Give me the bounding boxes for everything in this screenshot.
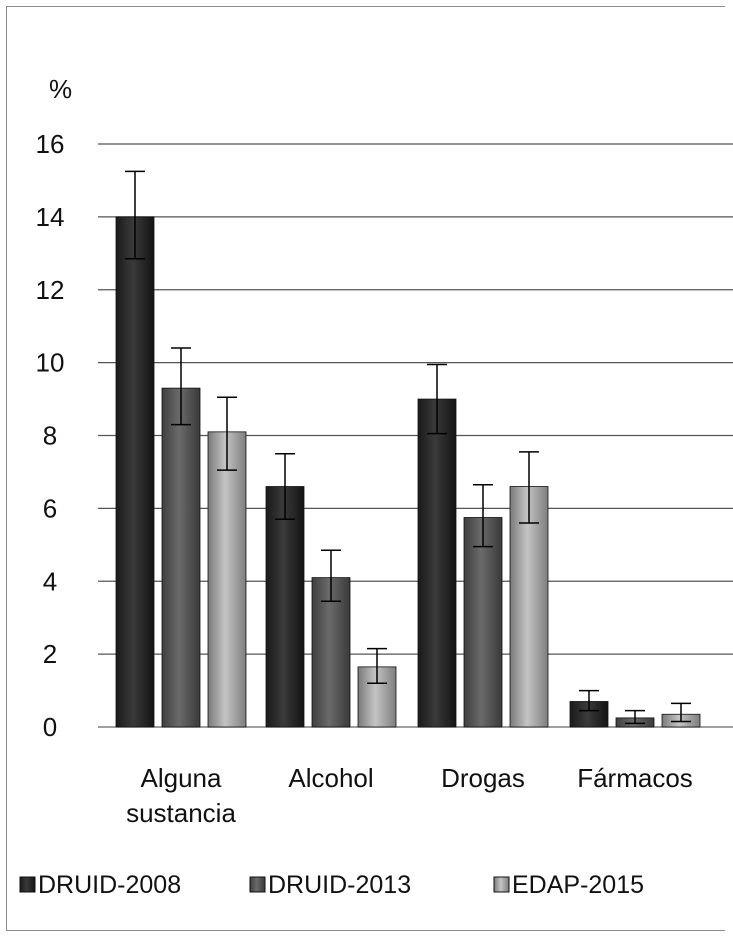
bar: [463, 517, 503, 728]
category-label: Drogas: [441, 763, 525, 793]
y-axis-label: %: [49, 74, 72, 104]
category-label: Alcohol: [288, 763, 373, 793]
bar: [207, 431, 247, 728]
bar: [417, 398, 457, 728]
bar: [509, 486, 549, 728]
bar: [115, 216, 155, 728]
chart-frame: [6, 6, 725, 931]
legend-swatch: [493, 876, 510, 893]
bar: [161, 387, 201, 728]
y-tick-label: 4: [43, 566, 57, 596]
category-label: sustancia: [126, 798, 236, 828]
y-tick-label: 10: [36, 348, 65, 378]
gridlines: [98, 143, 733, 728]
category-label: Fármacos: [577, 763, 693, 793]
y-tick-label: 0: [43, 712, 57, 742]
legend-label: DRUID-2008: [38, 871, 181, 899]
legend-label: DRUID-2013: [268, 871, 411, 899]
legend-swatch: [249, 876, 266, 893]
y-tick-label: 8: [43, 421, 57, 451]
category-labels: Alguna sustancia Alcohol Drogas Fármacos: [126, 763, 693, 828]
y-tick-label: 12: [36, 275, 65, 305]
y-tick-label: 16: [36, 129, 65, 159]
bars: [115, 216, 701, 728]
category-label: Alguna: [141, 763, 222, 793]
error-bars: [125, 170, 691, 725]
y-tick-label: 6: [43, 493, 57, 523]
legend-label: EDAP-2015: [512, 871, 644, 899]
y-tick-labels: 0 2 4 6 8 10 12 14 16: [36, 129, 65, 742]
y-tick-label: 2: [43, 639, 57, 669]
legend: DRUID-2008 DRUID-2013 EDAP-2015: [19, 871, 644, 899]
legend-swatch: [19, 876, 36, 893]
y-tick-label: 14: [36, 202, 65, 232]
bar: [265, 486, 305, 728]
